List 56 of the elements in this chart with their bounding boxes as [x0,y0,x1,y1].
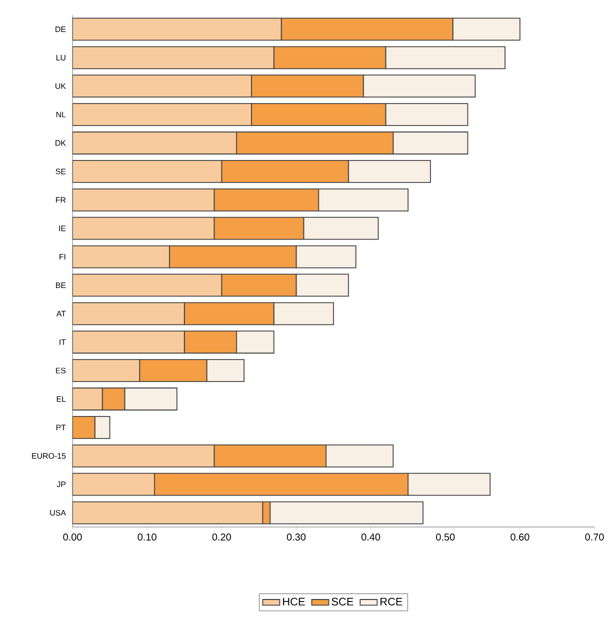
bar [72,388,103,410]
bar [251,103,386,126]
bar [72,444,215,468]
bar [214,216,304,240]
bar [303,216,379,240]
bar [214,188,320,212]
legend-label: SCE [332,598,354,606]
bar [72,274,222,297]
bar [124,388,178,410]
bar [72,132,238,154]
bar [72,359,140,382]
bar [72,188,215,212]
bar [72,103,252,126]
bar [251,74,364,98]
bar [72,302,185,326]
bar [72,18,282,41]
x-tick-label: 0.00 [63,534,82,541]
bar [221,274,297,297]
bar [72,472,155,496]
bar [72,160,222,183]
bar [72,46,274,70]
bar [318,188,409,212]
x-tick-label: 0.70 [585,534,604,541]
bar [168,245,297,268]
bar [221,160,349,183]
bar [206,359,244,382]
bar [326,444,394,468]
bar [273,46,386,70]
legend-label: RCE [380,598,402,606]
bar [348,160,431,183]
bar [139,359,208,382]
x-tick-label: 0.50 [436,534,455,541]
bar [184,302,274,326]
x-tick-label: 0.60 [510,534,530,541]
bar [184,330,238,354]
bar [296,274,349,297]
bar [94,416,110,439]
legend-label: HCE [283,598,305,606]
bar [72,245,170,268]
bar [280,18,454,41]
bar [72,216,215,240]
bar [102,388,126,410]
x-tick-label: 0.20 [212,534,231,541]
bar [72,330,185,354]
x-tick-label: 0.30 [286,534,306,541]
bar [72,416,96,439]
bar [273,302,334,326]
bar [296,245,356,268]
x-tick-label: 0.10 [138,534,156,541]
bar [236,132,394,154]
bar [154,472,409,496]
x-tick-label: 0.40 [361,534,380,541]
bar [236,330,274,354]
bar [214,444,326,468]
bar [72,74,252,98]
bar [72,501,264,524]
